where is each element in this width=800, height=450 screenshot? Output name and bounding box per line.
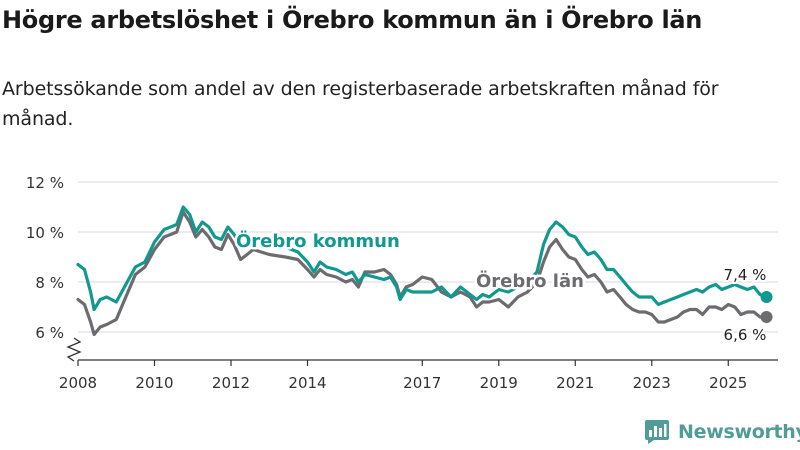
end-marker-kommun <box>760 291 773 303</box>
y-tick-label: 12 % <box>26 174 64 192</box>
series-labels: Örebro kommun Örebro län 7,4 % 6,6 % <box>234 228 769 347</box>
end-marker-lan <box>760 311 773 323</box>
y-tick-label: 6 % <box>35 324 64 342</box>
y-tick-label: 10 % <box>26 224 64 242</box>
x-tick-label: 2012 <box>212 374 250 392</box>
x-axis: 2008 2010 2012 2014 2017 2019 2021 2023 2025 <box>59 359 778 392</box>
series-label-lan: Örebro län <box>476 270 584 292</box>
series-label-kommun: Örebro kommun <box>236 230 400 252</box>
x-tick-label: 2010 <box>135 374 173 392</box>
newsworthy-logo-icon <box>645 420 669 444</box>
x-tick-label: 2008 <box>59 374 97 392</box>
brand-name: Newsworthy <box>678 421 800 443</box>
x-tick-label: 2014 <box>288 374 326 392</box>
series-line-kommun <box>76 205 769 312</box>
x-tick-label: 2023 <box>633 374 671 392</box>
series-lines <box>76 205 773 337</box>
series-line-lan <box>76 210 769 337</box>
grid-lines <box>78 181 778 333</box>
x-tick-label: 2021 <box>556 374 594 392</box>
chart-title: Högre arbetslöshet i Örebro kommun än i … <box>2 6 703 34</box>
chart-subtitle: Arbetssökande som andel av den registerb… <box>2 78 719 130</box>
x-tick-label: 2017 <box>403 374 441 392</box>
newsworthy-logo: Newsworthy <box>644 419 800 445</box>
end-label-kommun: 7,4 % <box>724 266 767 284</box>
end-label-lan: 6,6 % <box>724 326 767 344</box>
y-tick-label: 8 % <box>35 274 64 292</box>
axis-break-mark <box>66 337 82 362</box>
x-tick-label: 2019 <box>480 374 518 392</box>
x-tick-label: 2025 <box>709 374 747 392</box>
y-axis-ticks: 6 % 8 % 10 % 12 % <box>26 174 82 362</box>
